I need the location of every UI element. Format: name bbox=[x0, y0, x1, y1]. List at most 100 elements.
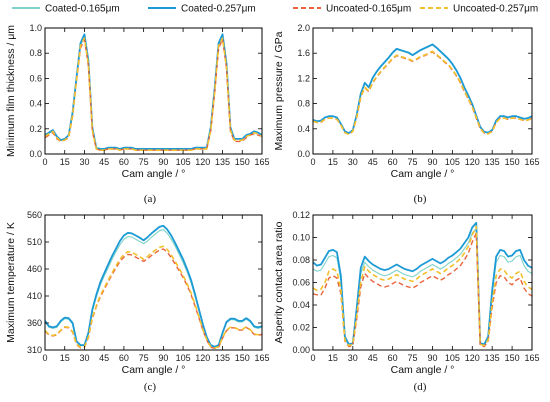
legend: Coated-0.165μm Coated-0.257μm Uncoated-0.1… bbox=[12, 4, 538, 15]
x-tick-label: 45 bbox=[368, 353, 378, 363]
x-tick-label: 135 bbox=[485, 157, 500, 167]
x-tick-label: 60 bbox=[388, 157, 398, 167]
x-tick-label: 75 bbox=[139, 353, 149, 363]
x-tick-label: 165 bbox=[524, 157, 539, 167]
plot-frame bbox=[312, 27, 533, 155]
x-tick-label: 105 bbox=[176, 157, 191, 167]
series-line bbox=[313, 227, 532, 347]
y-axis-label: Maximum pressure / GPa bbox=[273, 31, 285, 150]
x-tick-label: 75 bbox=[408, 353, 418, 363]
x-tick-label: 120 bbox=[195, 353, 210, 363]
y-tick-label: 360 bbox=[27, 318, 42, 328]
y-tick-label: 1.0 bbox=[29, 23, 42, 33]
x-tick-label: 45 bbox=[368, 157, 378, 167]
legend-label: Uncoated-0.257μm bbox=[453, 4, 538, 15]
x-tick-label: 75 bbox=[139, 157, 149, 167]
y-tick-label: 0.6 bbox=[29, 73, 42, 83]
x-tick-label: 135 bbox=[215, 353, 230, 363]
y-tick-label: 0.8 bbox=[29, 48, 42, 58]
chart-panel: 0 15 30 45 60 75 90 105 120 135 150 165 0.0 0.4 0.8 1.2… bbox=[273, 23, 540, 205]
y-tick-label: 0.0 bbox=[29, 149, 42, 159]
y-axis-label: Asperity contact area ratio bbox=[273, 221, 285, 343]
y-tick-label: 0.04 bbox=[292, 300, 310, 310]
y-tick-label: 310 bbox=[27, 345, 42, 355]
x-tick-label: 105 bbox=[445, 353, 460, 363]
x-tick-label: 30 bbox=[348, 157, 358, 167]
y-tick-label: 0.00 bbox=[292, 345, 310, 355]
x-tick-label: 120 bbox=[465, 157, 480, 167]
x-tick-label: 0 bbox=[42, 157, 47, 167]
y-tick-label: 410 bbox=[27, 291, 42, 301]
x-tick-label: 90 bbox=[158, 353, 168, 363]
chart-panel: 0 15 30 45 60 75 90 105 120 135 150 165 310 360 410 460… bbox=[5, 210, 270, 393]
series-line bbox=[45, 245, 262, 349]
x-tick-label: 45 bbox=[99, 157, 109, 167]
series-group bbox=[45, 224, 262, 350]
x-tick-label: 105 bbox=[176, 353, 191, 363]
legend-label: Coated-0.257μm bbox=[181, 4, 256, 15]
x-tick-label: 75 bbox=[408, 157, 418, 167]
x-tick-label: 60 bbox=[388, 353, 398, 363]
x-tick-label: 0 bbox=[42, 353, 47, 363]
x-tick-label: 15 bbox=[328, 157, 338, 167]
y-tick-label: 0.4 bbox=[297, 124, 310, 134]
plot-frame bbox=[44, 27, 263, 155]
plot-frame bbox=[44, 214, 263, 351]
y-tick-label: 0.8 bbox=[297, 99, 310, 109]
y-tick-label: 2.0 bbox=[297, 23, 310, 33]
panels: 0 15 30 45 60 75 90 105 120 135 150 1650.00.20.40.6… bbox=[5, 23, 540, 393]
series-line bbox=[45, 224, 262, 348]
series-line bbox=[313, 221, 532, 346]
x-tick-label: 120 bbox=[465, 353, 480, 363]
x-tick-label: 135 bbox=[215, 157, 230, 167]
x-tick-label: 135 bbox=[485, 353, 500, 363]
series-line bbox=[313, 51, 532, 136]
series-line bbox=[45, 36, 262, 150]
x-axis-label: Cam angle / ° bbox=[391, 168, 455, 180]
y-tick-label: 1.6 bbox=[297, 48, 310, 58]
legend-label: Coated-0.165μm bbox=[45, 4, 120, 15]
x-tick-label: 15 bbox=[60, 157, 70, 167]
x-tick-label: 45 bbox=[99, 353, 109, 363]
y-tick-label: 0.0 bbox=[297, 149, 310, 159]
y-tick-label: 560 bbox=[27, 210, 42, 220]
y-tick-label: 0.06 bbox=[292, 278, 310, 288]
y-tick-label: 0.10 bbox=[292, 233, 310, 243]
x-axis-label: Cam angle / ° bbox=[122, 364, 186, 376]
series-line bbox=[45, 248, 262, 350]
plot-frame bbox=[312, 214, 533, 351]
y-tick-label: 0.12 bbox=[292, 210, 310, 220]
y-tick-label: 460 bbox=[27, 264, 42, 274]
y-tick-label: 0.2 bbox=[29, 124, 42, 134]
x-tick-label: 60 bbox=[119, 157, 129, 167]
chart-panel: 0 15 30 45 60 75 90 105 120 135 150 165 0.0 0.2 0.4 0.6… bbox=[5, 23, 270, 205]
x-tick-label: 0 bbox=[310, 157, 315, 167]
x-tick-label: 90 bbox=[427, 157, 437, 167]
y-axis-label: Minimum film thickness / μm bbox=[5, 25, 17, 157]
x-tick-label: 90 bbox=[158, 157, 168, 167]
x-tick-label: 150 bbox=[505, 353, 520, 363]
x-tick-label: 165 bbox=[254, 353, 269, 363]
y-tick-label: 0.4 bbox=[29, 99, 42, 109]
x-tick-label: 150 bbox=[235, 157, 250, 167]
series-line bbox=[45, 33, 262, 150]
x-tick-label: 30 bbox=[79, 353, 89, 363]
x-tick-label: 0 bbox=[310, 353, 315, 363]
series-group bbox=[313, 43, 532, 136]
series-line bbox=[313, 50, 532, 136]
chart-panel: 0 15 30 45 60 75 90 105 120 135 150 165 0.00 0.02 0.04… bbox=[273, 210, 540, 393]
x-tick-label: 30 bbox=[79, 157, 89, 167]
y-tick-label: 1.2 bbox=[297, 73, 310, 83]
x-tick-label: 150 bbox=[235, 353, 250, 363]
x-tick-label: 165 bbox=[254, 157, 269, 167]
series-line bbox=[313, 43, 532, 135]
x-tick-label: 90 bbox=[427, 353, 437, 363]
series-group bbox=[45, 33, 262, 152]
y-axis-label: Maximum temperature / K bbox=[5, 222, 17, 343]
legend-label: Uncoated-0.165μm bbox=[326, 4, 411, 15]
series-line bbox=[45, 37, 262, 152]
x-tick-label: 60 bbox=[119, 353, 129, 363]
x-tick-label: 165 bbox=[524, 353, 539, 363]
series-group bbox=[313, 221, 532, 348]
